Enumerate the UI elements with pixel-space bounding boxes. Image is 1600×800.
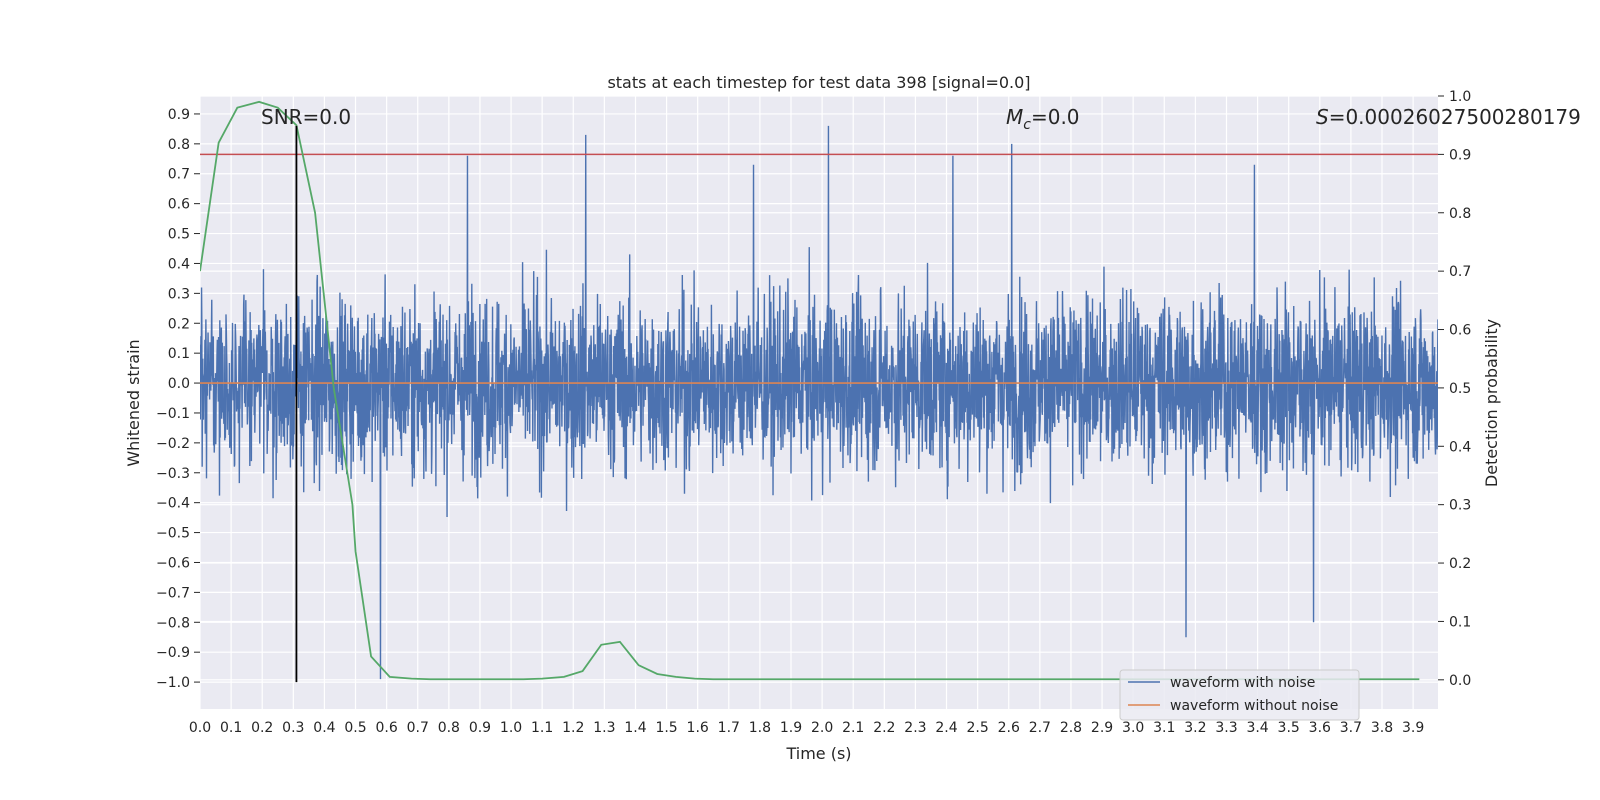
- mc-subscript: c: [1023, 117, 1031, 133]
- y-tick-label: −0.7: [156, 585, 190, 601]
- x-tick-label: 1.1: [531, 720, 553, 736]
- legend: waveform with noise waveform without noi…: [1119, 669, 1360, 721]
- x-tick-label: 1.0: [500, 720, 522, 736]
- waveform-with-noise-line: [200, 125, 1438, 680]
- x-tick-label: 0.2: [251, 720, 273, 736]
- x-tick-label: 2.5: [967, 720, 989, 736]
- y-tick-label: 0.4: [168, 256, 190, 272]
- y2-axis-label: Detection probability: [1482, 319, 1501, 487]
- x-tick-label: 2.0: [811, 720, 833, 736]
- y2-tick-label: 0.7: [1449, 264, 1471, 280]
- x-tick-label: 2.9: [1091, 720, 1113, 736]
- x-tick-label: 0.7: [407, 720, 429, 736]
- x-tick-label: 3.1: [1153, 720, 1175, 736]
- y-tick-label: 0.8: [168, 137, 190, 153]
- x-tick-label: 3.3: [1215, 720, 1237, 736]
- x-tick-label: 2.3: [904, 720, 926, 736]
- y2-tick-label: 1.0: [1449, 89, 1471, 105]
- x-tick-label: 0.1: [220, 720, 242, 736]
- x-tick-label: 0.4: [313, 720, 335, 736]
- series-waveform-with-noise: [200, 125, 1438, 680]
- y2-tick-label: 0.6: [1449, 323, 1471, 339]
- x-tick-label: 1.9: [780, 720, 802, 736]
- y2-tick-label: 0.9: [1449, 147, 1471, 163]
- mc-symbol: M: [1006, 105, 1023, 129]
- axis-ticks: 0.0 0.1 0.2 0.3 0.4 0.5 0.6 0.7 0.8 0.9 1.0 1.1 1.2 1…: [156, 89, 1471, 736]
- x-tick-label: 0.3: [282, 720, 304, 736]
- y-tick-label: −0.6: [156, 555, 190, 571]
- y2-tick-label: 0.3: [1449, 498, 1471, 514]
- y2-tick-label: 0.8: [1449, 206, 1471, 222]
- x-tick-label: 1.8: [749, 720, 771, 736]
- y-tick-label: −0.1: [156, 406, 190, 422]
- x-tick-label: 3.2: [1184, 720, 1206, 736]
- y2-tick-label: 0.0: [1449, 673, 1471, 689]
- legend-box: [1119, 669, 1360, 721]
- y2-tick-label: 0.1: [1449, 614, 1471, 630]
- series-lines: [200, 100, 1438, 683]
- x-tick-label: 1.5: [655, 720, 677, 736]
- x-tick-label: 3.8: [1371, 720, 1393, 736]
- y-tick-label: −0.3: [156, 466, 190, 482]
- x-tick-label: 0.0: [189, 720, 211, 736]
- y-tick-label: −0.5: [156, 526, 190, 542]
- x-tick-label: 1.7: [718, 720, 740, 736]
- x-tick-label: 0.9: [469, 720, 491, 736]
- x-tick-label: 2.8: [1060, 720, 1082, 736]
- x-tick-label: 3.6: [1309, 720, 1331, 736]
- legend-label-no-noise: waveform without noise: [1170, 698, 1338, 714]
- x-tick-label: 2.2: [873, 720, 895, 736]
- mc-annotation: Mc=0.0: [1006, 105, 1080, 133]
- x-tick-label: 3.5: [1278, 720, 1300, 736]
- y-tick-label: 0.0: [168, 376, 190, 392]
- y2-tick-label: 0.4: [1449, 439, 1471, 455]
- s-annotation: S=0.00026027500280179: [1316, 105, 1581, 129]
- y-tick-label: −0.8: [156, 615, 190, 631]
- y-axis-label: Whitened strain: [124, 339, 143, 466]
- y-tick-label: −0.4: [156, 496, 190, 512]
- x-tick-label: 3.7: [1340, 720, 1362, 736]
- x-tick-label: 3.4: [1246, 720, 1268, 736]
- y-tick-label: 0.3: [168, 286, 190, 302]
- x-tick-label: 2.4: [935, 720, 957, 736]
- y-tick-label: 0.9: [168, 107, 190, 123]
- detection-probability-line: [200, 100, 1420, 681]
- x-tick-label: 3.0: [1122, 720, 1144, 736]
- y-tick-label: 0.6: [168, 197, 190, 213]
- y-tick-label: 0.1: [168, 346, 190, 362]
- y2-tick-label: 0.2: [1449, 556, 1471, 572]
- y-tick-label: −0.2: [156, 436, 190, 452]
- y-tick-label: −0.9: [156, 645, 190, 661]
- x-tick-label: 0.8: [438, 720, 460, 736]
- s-value: =0.00026027500280179: [1329, 105, 1581, 129]
- x-tick-label: 0.6: [376, 720, 398, 736]
- y-tick-label: 0.2: [168, 316, 190, 332]
- legend-label-noise: waveform with noise: [1170, 675, 1315, 691]
- y2-tick-label: 0.5: [1449, 381, 1471, 397]
- x-tick-label: 2.6: [998, 720, 1020, 736]
- x-tick-label: 2.1: [842, 720, 864, 736]
- snr-annotation: SNR=0.0: [261, 105, 351, 129]
- x-tick-label: 1.6: [687, 720, 709, 736]
- y-tick-label: 0.7: [168, 167, 190, 183]
- x-tick-label: 1.3: [593, 720, 615, 736]
- y-tick-label: −1.0: [156, 675, 190, 691]
- x-tick-label: 3.9: [1402, 720, 1424, 736]
- x-tick-label: 0.5: [344, 720, 366, 736]
- x-tick-label: 2.7: [1029, 720, 1051, 736]
- x-axis-label: Time (s): [785, 744, 851, 763]
- y-tick-label: 0.5: [168, 227, 190, 243]
- x-tick-label: 1.2: [562, 720, 584, 736]
- s-symbol: S: [1316, 105, 1329, 129]
- x-tick-label: 1.4: [624, 720, 646, 736]
- chart-title: stats at each timestep for test data 398…: [607, 73, 1030, 92]
- mc-value: =0.0: [1031, 105, 1080, 129]
